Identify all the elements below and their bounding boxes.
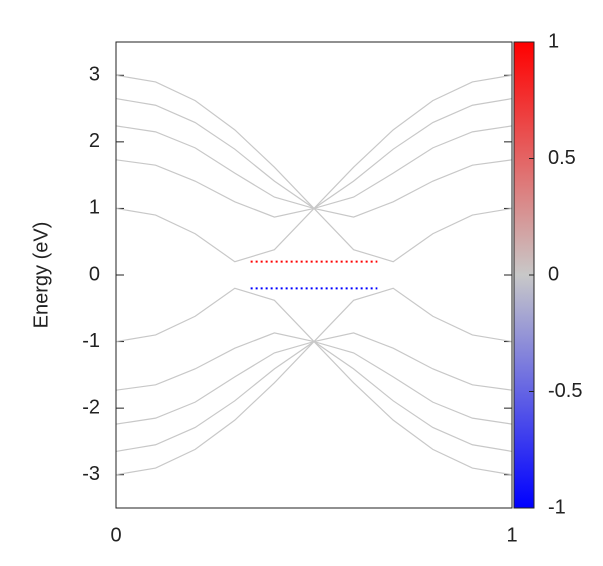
band-line	[115, 332, 513, 453]
y-tick-label: 3	[89, 64, 100, 86]
band-line	[115, 332, 513, 453]
y-tick-label: -1	[82, 330, 100, 352]
y-tick-label: -2	[82, 396, 100, 418]
band-line	[115, 340, 513, 425]
band-line	[115, 74, 513, 263]
band-line	[115, 97, 513, 218]
band-line	[115, 97, 513, 218]
colorbar-tick-label: 0	[548, 263, 559, 285]
colorbar-tick-label: -0.5	[548, 380, 582, 402]
colorbar-tick-label: 0.5	[548, 147, 576, 169]
band-line	[115, 125, 513, 210]
y-tick-label: 2	[89, 130, 100, 152]
colorbar-tick-label: 1	[548, 30, 559, 52]
y-tick-label: -3	[82, 463, 100, 485]
y-tick-label: 0	[89, 263, 100, 285]
colorbar-tick-label: -1	[548, 496, 566, 518]
x-tick-label: 0	[110, 524, 121, 546]
x-tick-label: 1	[506, 524, 517, 546]
band-line	[115, 74, 513, 263]
band-line	[115, 287, 513, 476]
plot-frame	[115, 41, 513, 509]
y-axis-label: Energy (eV)	[30, 222, 52, 329]
band-line	[115, 287, 513, 476]
y-tick-label: 1	[89, 197, 100, 219]
